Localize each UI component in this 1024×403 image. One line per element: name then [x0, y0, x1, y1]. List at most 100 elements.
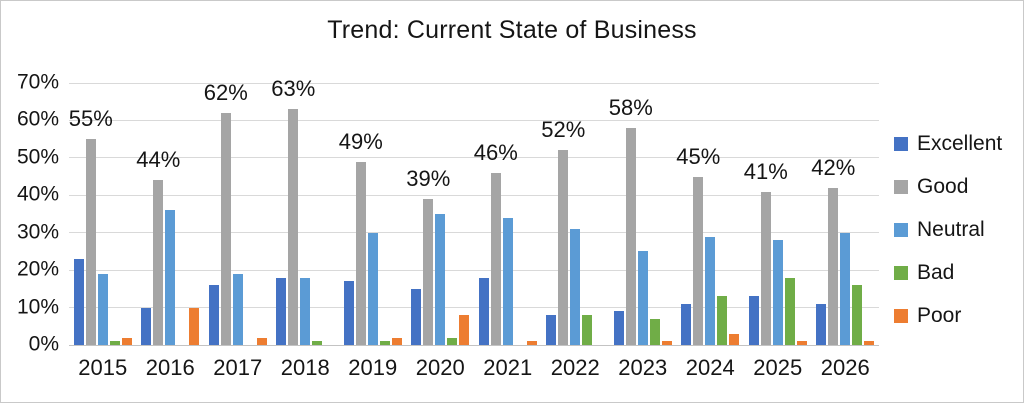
x-axis-label-2021: 2021 — [483, 355, 533, 380]
bar-good-2023 — [625, 127, 636, 345]
bar-poor-2020 — [459, 315, 470, 345]
bar-excellent-2022 — [546, 315, 557, 345]
bar-excellent-2016 — [141, 307, 152, 345]
bar-poor-2019 — [391, 337, 402, 345]
legend-item-poor: Poor — [894, 304, 1002, 328]
legend-item-neutral: Neutral — [894, 218, 1002, 242]
bar-group-2017 — [204, 83, 272, 345]
x-axis-label-2026: 2026 — [820, 355, 870, 380]
legend-label-poor: Poor — [917, 304, 962, 327]
x-axis-label-2017: 2017 — [213, 355, 263, 380]
bar-group-2018 — [272, 83, 340, 345]
gridline-40pct — [69, 194, 879, 196]
bar-group-2019 — [339, 83, 407, 345]
x-axis-label-2015: 2015 — [78, 355, 128, 380]
bar-bad-2020 — [447, 337, 458, 345]
bar-bad-2026 — [852, 285, 863, 345]
y-axis-tick-0pct: 0% — [28, 332, 59, 356]
legend: Excellent Good Neutral Bad Poor — [894, 132, 1002, 328]
y-axis-tick-30pct: 30% — [16, 220, 59, 244]
x-axis-label-2023: 2023 — [618, 355, 668, 380]
bar-poor-2017 — [256, 337, 267, 345]
gridline-60pct — [69, 119, 879, 121]
legend-label-excellent: Excellent — [917, 132, 1003, 155]
bar-neutral-2020 — [435, 214, 446, 345]
bar-group-2021 — [474, 83, 542, 345]
plot-area: 55% 44% 62% 63% 49% 39% 46% 52% 58% 45% 41% 42% — [68, 78, 879, 346]
legend-swatch-poor — [894, 309, 908, 323]
bar-excellent-2024 — [681, 303, 692, 345]
bar-bad-2022 — [582, 315, 593, 345]
y-axis-tick-20pct: 20% — [16, 257, 59, 281]
bar-bad-2023 — [649, 318, 660, 345]
bar-group-2016 — [137, 83, 205, 345]
bar-group-2025 — [744, 83, 812, 345]
bar-excellent-2023 — [613, 311, 624, 345]
legend-swatch-excellent — [894, 137, 908, 151]
bar-poor-2024 — [729, 333, 740, 345]
bar-excellent-2026 — [816, 303, 827, 345]
data-label-2018: 63% — [271, 76, 316, 102]
bar-good-2018 — [288, 109, 299, 345]
legend-swatch-good — [894, 180, 908, 194]
gridline-0pct — [69, 344, 879, 346]
legend-swatch-bad — [894, 266, 908, 280]
y-axis-tick-40pct: 40% — [16, 182, 59, 206]
bar-poor-2025 — [796, 341, 807, 345]
y-axis: 0% 10% 20% 30% 40% 50% 60% 70% — [1, 71, 59, 356]
gridline-10pct — [69, 307, 879, 309]
bar-good-2019 — [355, 161, 366, 345]
gridline-20pct — [69, 269, 879, 271]
bar-excellent-2019 — [343, 281, 354, 345]
bar-neutral-2023 — [637, 251, 648, 345]
x-axis-label-2019: 2019 — [348, 355, 398, 380]
bar-good-2025 — [760, 191, 771, 345]
bar-neutral-2025 — [772, 240, 783, 345]
y-axis-tick-10pct: 10% — [16, 295, 59, 319]
data-label-2023: 58% — [608, 94, 653, 120]
data-label-2021: 46% — [473, 139, 518, 165]
x-axis-label-2024: 2024 — [685, 355, 735, 380]
x-axis-label-2025: 2025 — [753, 355, 803, 380]
bar-neutral-2026 — [840, 232, 851, 345]
bar-neutral-2018 — [300, 277, 311, 345]
bar-neutral-2017 — [232, 273, 243, 345]
data-label-2015: 55% — [68, 106, 113, 132]
bar-neutral-2016 — [165, 210, 176, 345]
y-axis-tick-50pct: 50% — [16, 145, 59, 169]
bar-bad-2024 — [717, 296, 728, 345]
y-axis-tick-70pct: 70% — [16, 70, 59, 94]
bar-neutral-2019 — [367, 232, 378, 345]
bar-bad-2018 — [312, 341, 323, 345]
legend-label-neutral: Neutral — [917, 218, 985, 241]
bar-good-2021 — [490, 172, 501, 345]
bar-neutral-2024 — [705, 236, 716, 345]
x-axis-label-2016: 2016 — [145, 355, 195, 380]
data-label-2025: 41% — [743, 158, 788, 184]
bar-poor-2021 — [526, 341, 537, 345]
bar-excellent-2018 — [276, 277, 287, 345]
y-axis-tick-60pct: 60% — [16, 107, 59, 131]
bar-neutral-2022 — [570, 229, 581, 345]
bar-bad-2025 — [784, 277, 795, 345]
bar-excellent-2015 — [73, 258, 84, 345]
bar-poor-2015 — [121, 337, 132, 345]
gridline-50pct — [69, 157, 879, 159]
bar-poor-2023 — [661, 341, 672, 345]
gridline-70pct — [69, 82, 879, 84]
bar-group-2015 — [69, 83, 137, 345]
bar-good-2017 — [220, 112, 231, 345]
bar-excellent-2020 — [411, 288, 422, 345]
data-label-2026: 42% — [811, 154, 856, 180]
bar-group-2024 — [677, 83, 745, 345]
bar-group-2022 — [542, 83, 610, 345]
legend-item-bad: Bad — [894, 261, 1002, 285]
data-label-2024: 45% — [676, 143, 721, 169]
legend-swatch-neutral — [894, 223, 908, 237]
chart-title: Trend: Current State of Business — [327, 16, 697, 44]
gridline-30pct — [69, 232, 879, 234]
bar-good-2024 — [693, 176, 704, 345]
bar-bad-2019 — [379, 341, 390, 345]
legend-item-good: Good — [894, 175, 1002, 199]
data-label-2019: 49% — [338, 128, 383, 154]
